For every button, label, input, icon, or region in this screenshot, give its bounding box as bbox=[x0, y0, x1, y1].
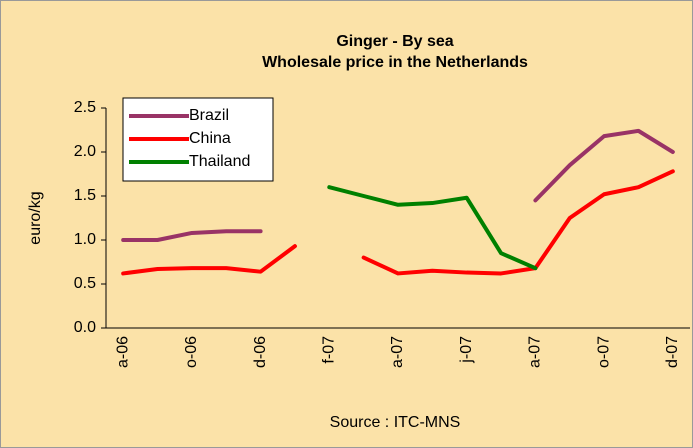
series-line bbox=[327, 185, 538, 271]
chart-title: Ginger - By sea bbox=[336, 33, 453, 50]
x-tick-label: o-07 bbox=[595, 336, 612, 368]
y-tick-label: 2.5 bbox=[74, 99, 96, 116]
chart-subtitle: Wholesale price in the Netherlands bbox=[262, 54, 528, 71]
y-tick-label: 2.0 bbox=[74, 143, 96, 160]
y-tick-label: 0.5 bbox=[74, 275, 96, 292]
series-line bbox=[121, 128, 675, 242]
y-tick-label: 0.0 bbox=[74, 319, 96, 336]
legend-label: Thailand bbox=[189, 153, 250, 170]
x-tick-label: a-07 bbox=[389, 336, 406, 368]
y-axis-label: euro/kg bbox=[27, 191, 44, 244]
x-tick-label: d-07 bbox=[664, 336, 681, 368]
x-tick-label: a-07 bbox=[527, 336, 544, 368]
legend-label: China bbox=[189, 130, 231, 147]
series-line bbox=[121, 169, 675, 276]
x-tick-label: j-07 bbox=[458, 336, 475, 364]
x-tick-label: f-07 bbox=[321, 336, 338, 364]
x-tick-label: d-06 bbox=[252, 336, 269, 368]
y-tick-label: 1.5 bbox=[74, 187, 96, 204]
y-tick-label: 1.0 bbox=[74, 231, 96, 248]
legend-label: Brazil bbox=[189, 107, 229, 124]
x-axis-label: Source : ITC-MNS bbox=[330, 414, 461, 431]
x-tick-label: a-06 bbox=[114, 336, 131, 368]
x-tick-label: o-06 bbox=[183, 336, 200, 368]
